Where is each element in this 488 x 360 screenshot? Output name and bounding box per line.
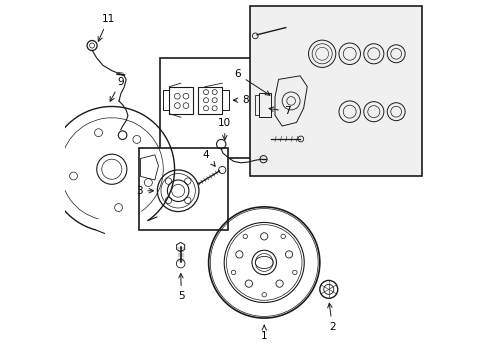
Text: 3: 3 (135, 186, 153, 196)
Text: 2: 2 (327, 303, 335, 332)
Bar (160, 58, 257, 158)
Bar (254, 95, 258, 115)
Text: 10: 10 (218, 118, 231, 140)
Text: 5: 5 (178, 274, 184, 301)
Text: 7: 7 (268, 107, 290, 116)
Bar (249, 6, 421, 176)
Bar (258, 94, 271, 117)
Text: 6: 6 (234, 69, 269, 95)
Bar (139, 148, 228, 230)
Text: 1: 1 (261, 325, 267, 341)
Text: 8: 8 (233, 95, 248, 105)
Text: 4: 4 (203, 150, 215, 166)
Text: 9: 9 (110, 77, 124, 101)
Bar (222, 90, 228, 110)
Bar (163, 90, 169, 110)
Bar (169, 87, 192, 114)
Text: 11: 11 (98, 14, 115, 41)
Bar (198, 87, 222, 114)
